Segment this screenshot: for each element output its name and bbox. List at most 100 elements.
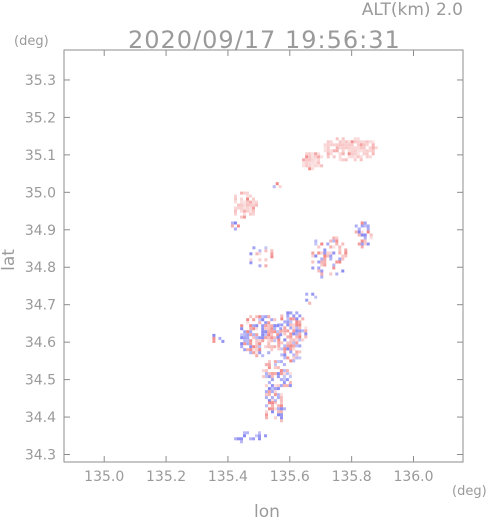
echo-cell xyxy=(264,321,268,325)
echo-cell xyxy=(332,245,336,249)
echo-cell xyxy=(341,143,345,147)
echo-cell xyxy=(280,314,284,318)
echo-cell xyxy=(356,143,360,147)
echo-cell xyxy=(332,149,336,153)
y-tick-label: 35.3 xyxy=(25,73,56,89)
echo-cell xyxy=(326,149,330,153)
echo-cell xyxy=(344,140,348,144)
echo-cell xyxy=(350,152,354,156)
echo-cell xyxy=(360,224,364,228)
echo-cell xyxy=(338,257,342,261)
echo-cell xyxy=(366,224,370,228)
echo-cell xyxy=(252,197,255,201)
echo-cell xyxy=(305,158,309,162)
echo-cell xyxy=(265,413,268,417)
echo-cell xyxy=(279,399,283,403)
echo-cell xyxy=(246,191,249,195)
echo-cell xyxy=(323,260,327,264)
echo-cell xyxy=(314,155,318,159)
echo-cell xyxy=(276,366,280,370)
echo-cell xyxy=(292,326,296,330)
echo-cell xyxy=(347,143,351,147)
echo-cell xyxy=(264,264,268,268)
echo-cell xyxy=(246,203,249,207)
echo-cell xyxy=(255,348,259,352)
echo-cell xyxy=(282,381,286,385)
echo-cell xyxy=(366,227,370,231)
echo-cell xyxy=(246,431,249,435)
echo-cell xyxy=(283,347,287,351)
echo-cell xyxy=(243,336,247,340)
echo-cell xyxy=(344,251,348,255)
echo-cell xyxy=(267,315,271,319)
echo-cell xyxy=(350,146,354,150)
echo-cell xyxy=(286,347,290,351)
timestamp-title: 2020/09/17 19:56:31 xyxy=(128,26,401,54)
echo-cell xyxy=(252,206,255,210)
echo-cell xyxy=(264,375,268,379)
echo-cell xyxy=(292,323,296,327)
echo-cell xyxy=(341,140,345,144)
echo-cell xyxy=(323,143,327,147)
echo-cell xyxy=(246,209,249,213)
echo-cell xyxy=(350,140,354,144)
echo-cell xyxy=(270,375,274,379)
echo-cell xyxy=(371,152,375,156)
echo-cell xyxy=(261,375,265,379)
echo-cell xyxy=(252,324,256,328)
echo-cell xyxy=(295,335,299,339)
echo-cell xyxy=(273,393,277,397)
echo-cell xyxy=(326,254,330,258)
echo-cell xyxy=(344,143,348,147)
echo-cell xyxy=(308,164,312,168)
echo-cell xyxy=(289,341,293,345)
echo-cell xyxy=(261,330,265,334)
y-tick-label: 34.9 xyxy=(25,223,56,239)
echo-cell xyxy=(329,257,333,261)
echo-cell xyxy=(264,363,268,367)
echo-cell xyxy=(305,164,309,168)
echo-cell xyxy=(320,242,324,246)
echo-cell xyxy=(258,351,262,355)
echo-cell xyxy=(270,387,274,391)
echo-cell xyxy=(283,329,287,333)
echo-cell xyxy=(329,152,333,156)
echo-cell xyxy=(249,330,253,334)
echo-cell xyxy=(338,146,342,150)
echo-cell xyxy=(302,164,306,168)
echo-cell xyxy=(261,315,265,319)
echo-cell xyxy=(249,203,252,207)
echo-cell xyxy=(285,372,289,376)
echo-cell xyxy=(252,348,256,352)
echo-cell xyxy=(335,239,339,243)
echo-cell xyxy=(243,191,246,195)
echo-cell xyxy=(258,431,261,435)
echo-cell xyxy=(273,366,277,370)
y-tick-label: 34.5 xyxy=(25,373,56,389)
echo-cell xyxy=(357,233,361,237)
echo-cell xyxy=(267,390,271,394)
echo-cell xyxy=(360,239,364,243)
echo-cell xyxy=(270,333,274,337)
echo-cell xyxy=(323,254,327,258)
echo-cell xyxy=(270,345,274,349)
echo-cell xyxy=(246,321,250,325)
y-tick-label: 34.3 xyxy=(25,448,56,464)
echo-cell xyxy=(359,155,363,159)
echo-cell xyxy=(252,345,256,349)
y-tick-label: 34.4 xyxy=(25,410,56,426)
echo-cell xyxy=(282,375,286,379)
echo-cell xyxy=(271,410,274,414)
echo-cell xyxy=(267,345,271,349)
echo-cell xyxy=(243,431,246,435)
echo-cell xyxy=(252,437,255,441)
echo-layer xyxy=(212,137,378,444)
echo-cell xyxy=(264,336,268,340)
y-tick-label: 34.8 xyxy=(25,260,56,276)
echo-cell xyxy=(276,384,280,388)
echo-cell xyxy=(240,209,243,213)
echo-cell xyxy=(288,381,292,385)
echo-cell xyxy=(261,327,265,331)
echo-cell xyxy=(295,344,299,348)
echo-cell xyxy=(273,360,277,364)
